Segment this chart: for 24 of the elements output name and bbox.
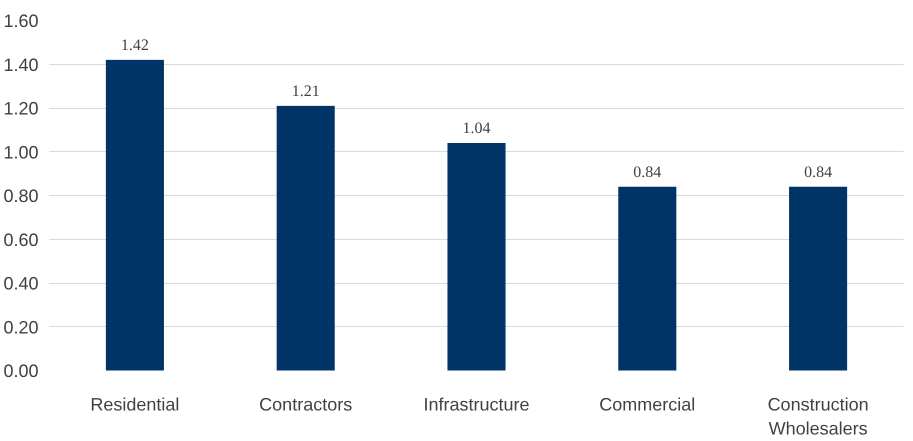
bar bbox=[276, 106, 335, 370]
y-tick-label: 1.40 bbox=[3, 54, 39, 75]
bar bbox=[789, 186, 848, 370]
y-tick-label: 0.40 bbox=[3, 274, 39, 294]
y-tick-label: 1.00 bbox=[3, 142, 39, 162]
data-label: 0.84 bbox=[633, 164, 662, 181]
bar bbox=[447, 143, 506, 370]
data-label: 1.04 bbox=[462, 120, 490, 137]
x-tick-label: Commercial bbox=[599, 394, 696, 414]
data-label: 0.84 bbox=[804, 164, 832, 181]
data-label: 1.21 bbox=[292, 82, 320, 100]
data-label: 1.42 bbox=[120, 36, 149, 54]
y-tick-label: 1.20 bbox=[3, 98, 39, 118]
y-tick-label: 0.00 bbox=[3, 361, 39, 381]
y-tick-label: 0.60 bbox=[3, 230, 39, 250]
bar bbox=[618, 186, 676, 370]
y-tick-label: 0.80 bbox=[3, 186, 39, 206]
y-tick-label: 1.60 bbox=[3, 11, 39, 31]
x-tick-label: Construction Wholesalers bbox=[768, 394, 869, 438]
x-tick-label: Residential bbox=[90, 394, 180, 414]
x-tick-label: Infrastructure bbox=[423, 394, 530, 414]
y-tick-label: 0.20 bbox=[3, 317, 39, 338]
x-tick-label: Contractors bbox=[259, 394, 352, 414]
bar bbox=[106, 60, 164, 370]
